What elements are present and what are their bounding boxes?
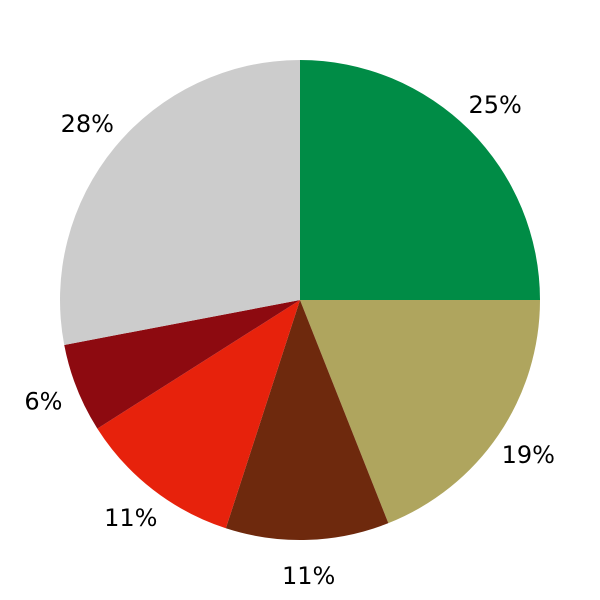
pie-slice-brown-slice [225,300,389,540]
pie-slice-khaki-slice [300,300,540,524]
pie-slice-green-slice [300,60,540,300]
pie-slice-red-slice [97,300,300,529]
pct-label-khaki-slice: 19% [502,441,555,469]
pie-percent-labels: 25% 19% 11% 11% 6% 28% [24,91,555,590]
pie-slices [59,60,540,540]
pct-label-brown-slice: 11% [282,562,335,590]
pie-slice-gray-slice [59,60,301,345]
pct-label-red-slice: 11% [104,504,157,532]
pct-label-darkred-slice: 6% [24,388,62,416]
pct-label-green-slice: 25% [469,91,522,119]
pie-slice-darkred-slice [64,300,300,429]
pct-label-gray-slice: 28% [61,110,114,138]
